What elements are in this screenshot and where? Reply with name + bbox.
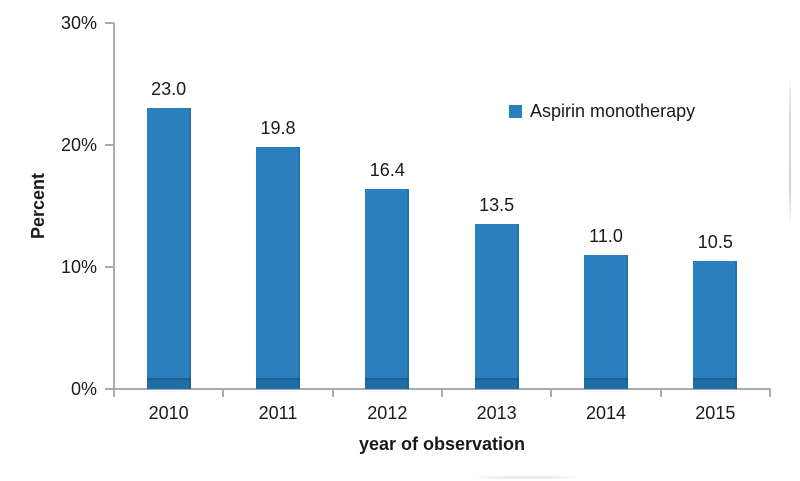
y-axis-tick (105, 144, 114, 146)
legend-swatch-icon (509, 105, 522, 118)
y-axis-tick-label: 0% (70, 379, 97, 399)
x-axis-tick (222, 388, 225, 397)
x-axis-category-label: 2011 (258, 403, 298, 423)
x-axis-tick (769, 388, 771, 397)
bar-value-label: 16.4 (369, 160, 405, 180)
x-axis-tick (441, 388, 443, 397)
x-axis-category-label: 2010 (148, 403, 189, 423)
x-axis-category-label: 2013 (476, 403, 517, 423)
x-axis-category-label: 2012 (367, 403, 408, 423)
bar-value-label: 11.0 (589, 226, 623, 246)
x-axis-tick (113, 388, 115, 397)
y-axis-tick (105, 22, 114, 24)
y-axis-tick-label: 20% (60, 135, 97, 155)
x-axis-category-label: 2015 (695, 403, 736, 423)
bar-2012 (365, 189, 410, 389)
bar-2011 (256, 147, 300, 389)
bar-2015 (693, 261, 738, 389)
bar-value-label: 23.0 (151, 79, 187, 99)
x-axis-title: year of observation (358, 434, 526, 454)
bar-2013 (474, 224, 519, 389)
legend: Aspirin monotherapy (509, 101, 695, 122)
bar-value-label: 19.8 (260, 118, 296, 138)
x-axis-tick (550, 388, 553, 397)
bar-2014 (584, 255, 628, 389)
bar-value-label: 13.5 (479, 195, 515, 215)
y-axis-tick-label: 10% (60, 257, 97, 277)
right-edge-artifact (789, 75, 791, 227)
x-axis-tick (659, 388, 662, 397)
y-axis-tick-label: 30% (60, 13, 97, 33)
plot-area: 23.0 2010 19.8 2011 16.4 2012 13.5 2013 11.0 2014… (105, 22, 771, 423)
x-axis-category-label: 2014 (585, 403, 627, 423)
bottom-smudge-artifact (475, 476, 579, 479)
y-axis-tick (105, 266, 114, 268)
legend-label: Aspirin monotherapy (530, 101, 696, 121)
y-axis-tick (105, 388, 114, 390)
bar-value-label: 10.5 (697, 232, 733, 252)
y-axis-line (113, 23, 115, 389)
bar-2010 (146, 108, 191, 389)
x-axis-tick (331, 388, 334, 397)
